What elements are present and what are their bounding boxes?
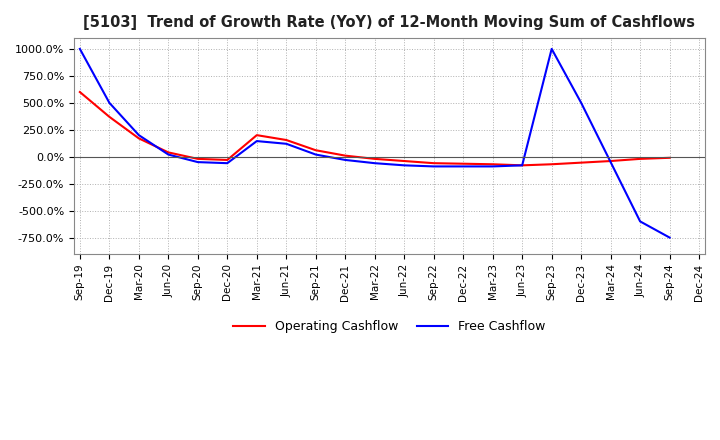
- Line: Operating Cashflow: Operating Cashflow: [80, 92, 670, 165]
- Operating Cashflow: [636, 156, 644, 161]
- Free Cashflow: [400, 163, 408, 168]
- Operating Cashflow: [194, 156, 202, 161]
- Operating Cashflow: [429, 161, 438, 166]
- Free Cashflow: [547, 46, 556, 51]
- Free Cashflow: [488, 164, 497, 169]
- Free Cashflow: [518, 163, 526, 168]
- Operating Cashflow: [488, 161, 497, 167]
- Operating Cashflow: [665, 155, 674, 161]
- Operating Cashflow: [341, 153, 350, 158]
- Free Cashflow: [135, 132, 143, 138]
- Operating Cashflow: [518, 163, 526, 168]
- Legend: Operating Cashflow, Free Cashflow: Operating Cashflow, Free Cashflow: [228, 315, 551, 338]
- Operating Cashflow: [400, 158, 408, 164]
- Free Cashflow: [223, 161, 232, 166]
- Free Cashflow: [636, 219, 644, 224]
- Operating Cashflow: [547, 161, 556, 167]
- Free Cashflow: [194, 159, 202, 165]
- Free Cashflow: [105, 100, 114, 106]
- Free Cashflow: [341, 158, 350, 163]
- Title: [5103]  Trend of Growth Rate (YoY) of 12-Month Moving Sum of Cashflows: [5103] Trend of Growth Rate (YoY) of 12-…: [84, 15, 696, 30]
- Operating Cashflow: [223, 158, 232, 163]
- Free Cashflow: [459, 164, 467, 169]
- Free Cashflow: [312, 152, 320, 157]
- Operating Cashflow: [76, 89, 84, 95]
- Free Cashflow: [665, 235, 674, 240]
- Operating Cashflow: [577, 160, 585, 165]
- Free Cashflow: [577, 100, 585, 106]
- Operating Cashflow: [606, 158, 615, 164]
- Free Cashflow: [282, 141, 291, 147]
- Operating Cashflow: [164, 150, 173, 155]
- Operating Cashflow: [105, 114, 114, 120]
- Free Cashflow: [164, 152, 173, 157]
- Free Cashflow: [253, 139, 261, 144]
- Operating Cashflow: [253, 132, 261, 138]
- Operating Cashflow: [459, 161, 467, 166]
- Free Cashflow: [429, 164, 438, 169]
- Free Cashflow: [606, 159, 615, 165]
- Line: Free Cashflow: Free Cashflow: [80, 49, 670, 238]
- Operating Cashflow: [312, 147, 320, 153]
- Operating Cashflow: [370, 156, 379, 161]
- Free Cashflow: [370, 161, 379, 166]
- Operating Cashflow: [282, 137, 291, 143]
- Free Cashflow: [76, 46, 84, 51]
- Operating Cashflow: [135, 136, 143, 141]
